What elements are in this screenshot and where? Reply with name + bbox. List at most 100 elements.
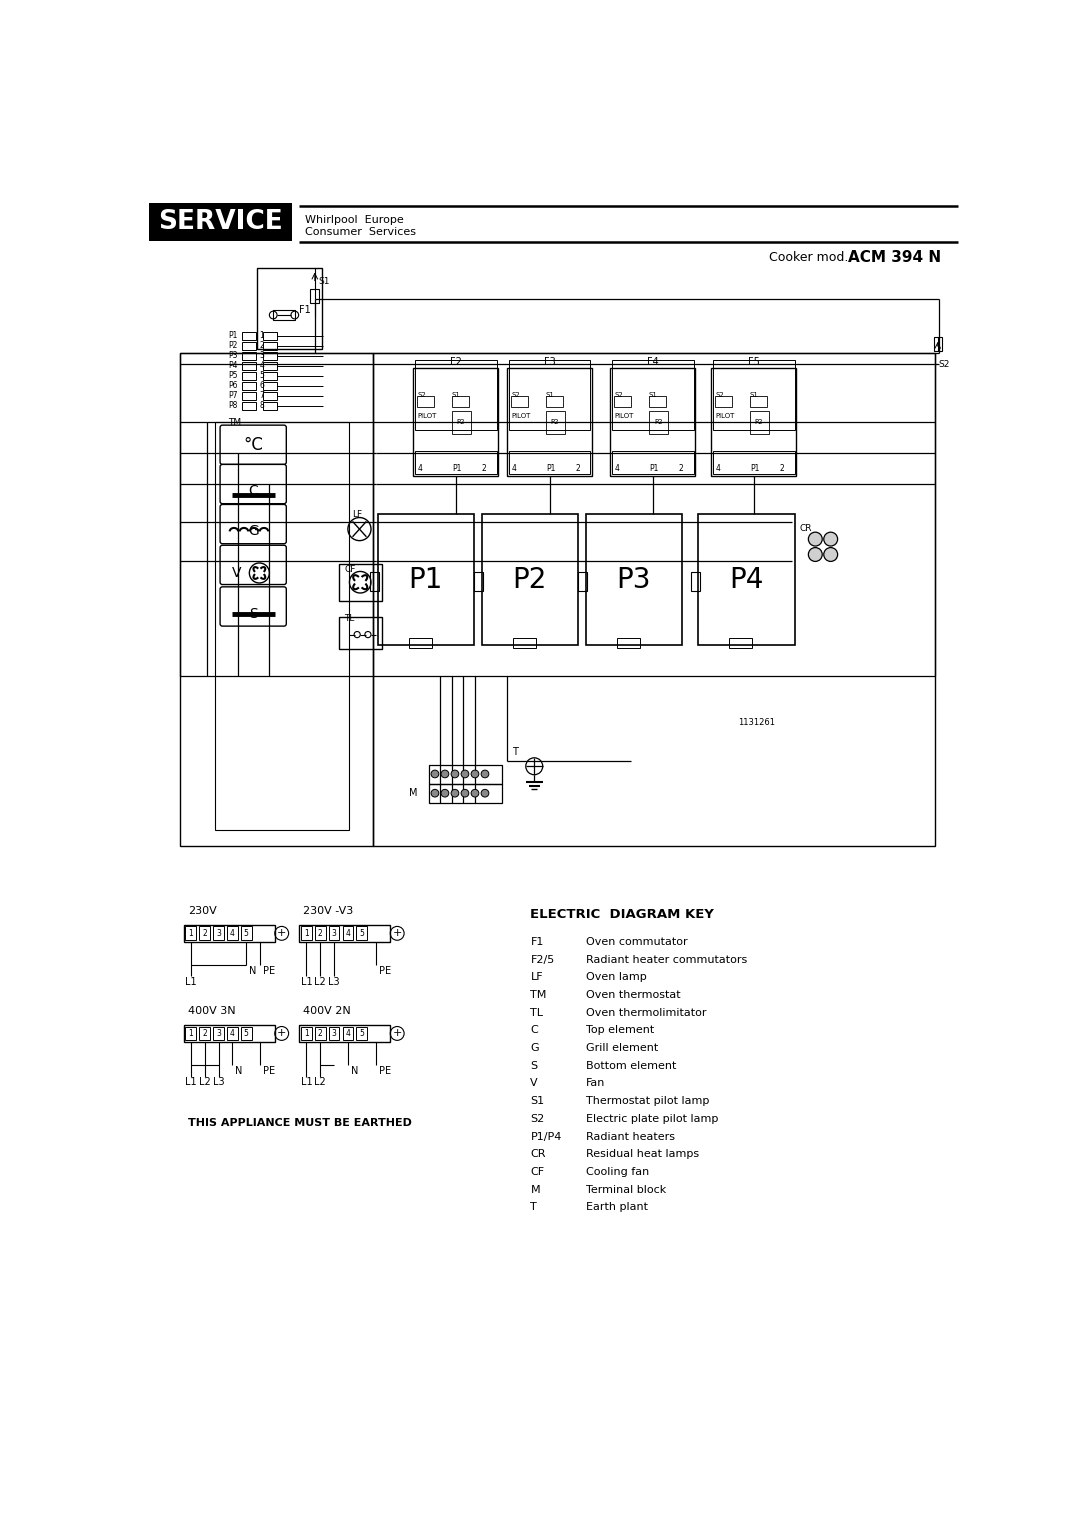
- Bar: [408, 639, 432, 648]
- Text: 4: 4: [346, 929, 350, 938]
- Text: PE: PE: [264, 1067, 275, 1076]
- Text: P1: P1: [451, 465, 461, 472]
- Text: 1: 1: [303, 1028, 309, 1038]
- Bar: [299, 1025, 390, 1042]
- Bar: [610, 368, 696, 475]
- Bar: [328, 926, 339, 940]
- Bar: [241, 1027, 252, 1041]
- Text: 4: 4: [511, 465, 516, 472]
- Text: SERVICE: SERVICE: [158, 209, 283, 235]
- Bar: [545, 411, 565, 434]
- Text: 400V 3N: 400V 3N: [188, 1005, 235, 1016]
- Bar: [511, 396, 528, 406]
- Bar: [242, 362, 256, 370]
- Text: Oven thermolimitator: Oven thermolimitator: [585, 1007, 706, 1018]
- Text: TL: TL: [530, 1007, 543, 1018]
- Bar: [415, 451, 497, 474]
- Text: LF: LF: [352, 510, 362, 520]
- Bar: [508, 368, 592, 475]
- Bar: [273, 310, 295, 319]
- Text: °C: °C: [243, 435, 264, 454]
- Bar: [180, 353, 373, 845]
- Bar: [356, 1027, 367, 1041]
- Text: THIS APPLIANCE MUST BE EARTHED: THIS APPLIANCE MUST BE EARTHED: [188, 1118, 411, 1128]
- Text: G: G: [530, 1044, 539, 1053]
- Text: 4: 4: [715, 465, 720, 472]
- Text: S1: S1: [545, 393, 555, 399]
- Bar: [227, 926, 238, 940]
- Text: 2: 2: [202, 1028, 207, 1038]
- Bar: [242, 351, 256, 359]
- Bar: [712, 368, 796, 475]
- Bar: [713, 451, 795, 474]
- Text: Oven thermostat: Oven thermostat: [585, 990, 680, 999]
- Bar: [242, 342, 256, 350]
- Text: 230V -V3: 230V -V3: [303, 906, 353, 915]
- Bar: [414, 368, 498, 475]
- Bar: [429, 764, 502, 784]
- Text: Electric plate pilot lamp: Electric plate pilot lamp: [585, 1114, 718, 1125]
- Bar: [690, 571, 700, 591]
- Text: P6: P6: [228, 380, 238, 390]
- Text: 6: 6: [259, 380, 265, 390]
- Text: Cooker mod.: Cooker mod.: [769, 251, 849, 264]
- Circle shape: [441, 790, 449, 798]
- Text: P3: P3: [228, 350, 238, 359]
- Bar: [227, 1027, 238, 1041]
- Text: V: V: [530, 1079, 538, 1088]
- Circle shape: [471, 790, 478, 798]
- Text: CR: CR: [800, 524, 812, 533]
- Bar: [264, 332, 278, 339]
- Bar: [373, 353, 934, 845]
- Text: S: S: [248, 607, 257, 620]
- Text: P5: P5: [228, 371, 238, 379]
- Text: 5: 5: [360, 1028, 364, 1038]
- Text: PE: PE: [264, 966, 275, 976]
- Text: 3: 3: [216, 1028, 221, 1038]
- Bar: [378, 515, 474, 645]
- Bar: [328, 1027, 339, 1041]
- Bar: [186, 926, 197, 940]
- Bar: [242, 393, 256, 400]
- Text: ACM 394 N: ACM 394 N: [848, 249, 941, 264]
- Bar: [339, 564, 382, 601]
- Text: 5: 5: [244, 929, 248, 938]
- Text: CF: CF: [345, 565, 355, 575]
- Text: TL: TL: [345, 614, 354, 623]
- Circle shape: [441, 770, 449, 778]
- Text: PE: PE: [379, 966, 391, 976]
- Bar: [184, 1025, 274, 1042]
- Text: 1: 1: [303, 929, 309, 938]
- Bar: [451, 411, 471, 434]
- FancyBboxPatch shape: [220, 587, 286, 626]
- Text: 230V: 230V: [188, 906, 216, 915]
- Text: LF: LF: [530, 972, 543, 983]
- Bar: [429, 784, 502, 804]
- Text: P1: P1: [750, 465, 759, 472]
- Text: +: +: [276, 929, 286, 938]
- Text: L1: L1: [300, 1077, 312, 1086]
- Text: 5: 5: [259, 371, 265, 379]
- Text: Radiant heater commutators: Radiant heater commutators: [585, 955, 747, 964]
- Text: 1: 1: [188, 929, 193, 938]
- Bar: [612, 451, 693, 474]
- Text: F1: F1: [530, 937, 543, 947]
- Circle shape: [824, 532, 838, 545]
- Bar: [314, 926, 325, 940]
- Bar: [578, 571, 588, 591]
- Text: N: N: [249, 966, 257, 976]
- Bar: [713, 361, 795, 429]
- Text: PILOT: PILOT: [615, 413, 634, 419]
- Bar: [310, 289, 320, 303]
- Text: N: N: [235, 1067, 243, 1076]
- Bar: [509, 361, 591, 429]
- Bar: [242, 371, 256, 380]
- Text: 2: 2: [318, 1028, 323, 1038]
- Text: L1: L1: [185, 1077, 197, 1086]
- Text: TM: TM: [530, 990, 546, 999]
- Text: 4: 4: [417, 465, 422, 472]
- Text: 2: 2: [575, 465, 580, 472]
- Text: F3: F3: [543, 358, 555, 367]
- Text: Consumer  Services: Consumer Services: [305, 226, 416, 237]
- Text: 3: 3: [332, 929, 337, 938]
